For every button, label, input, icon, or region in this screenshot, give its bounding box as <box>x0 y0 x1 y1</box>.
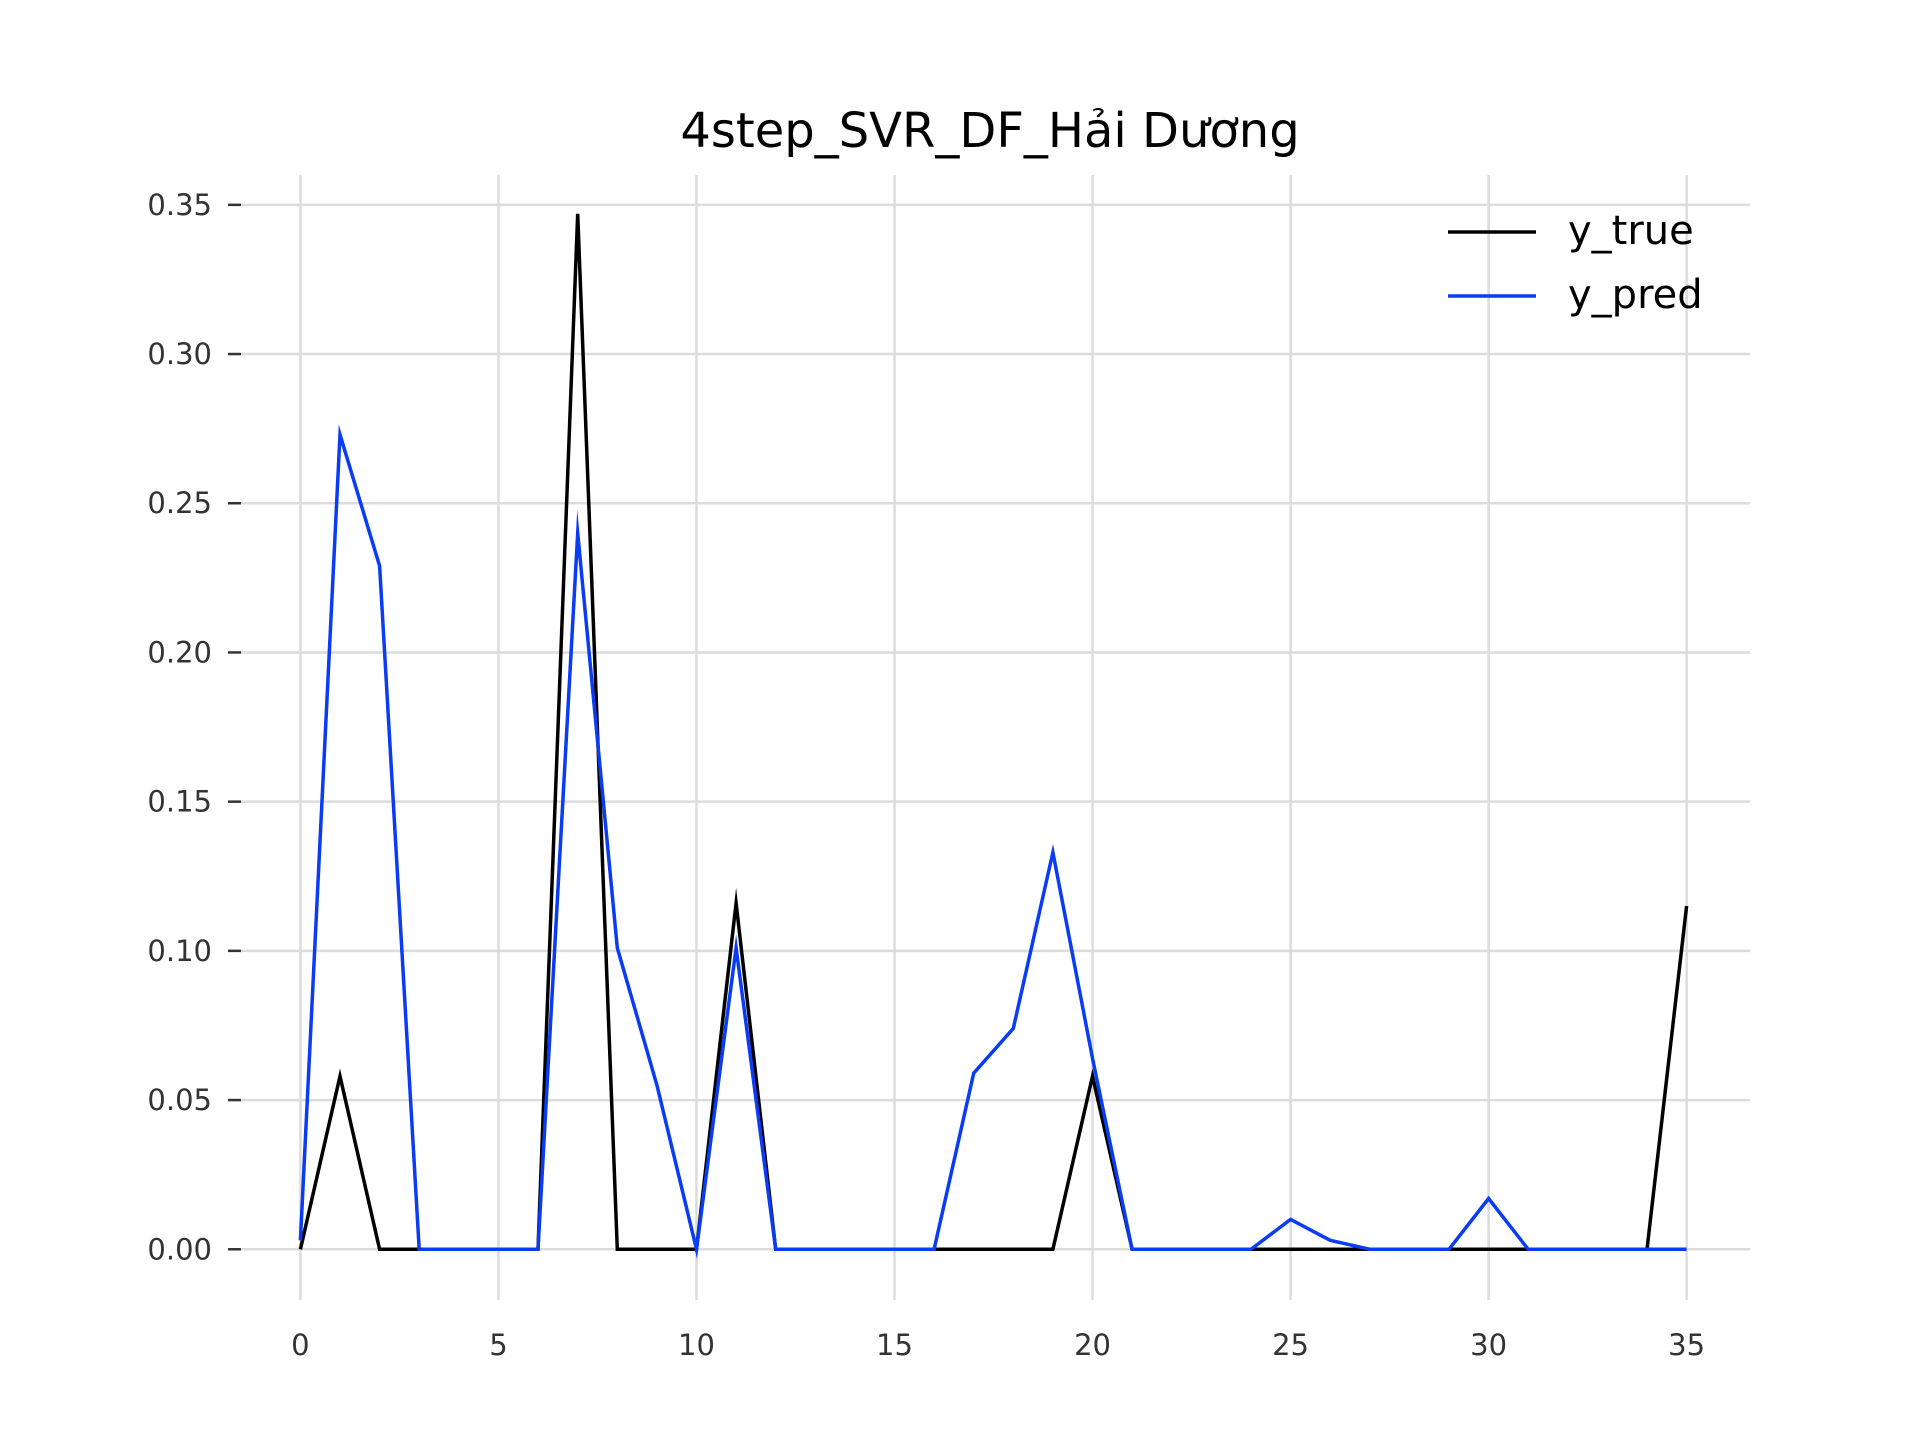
x-tick-label: 20 <box>1074 1328 1111 1362</box>
series-line-y-pred <box>298 424 1687 1259</box>
x-tick-label: 30 <box>1470 1328 1507 1362</box>
x-tick-label: 35 <box>1668 1328 1705 1362</box>
x-tick-label: 0 <box>291 1328 309 1362</box>
chart-title: 4step_SVR_DF_Hải Dương <box>680 103 1299 159</box>
series-line-y-true <box>298 213 1689 1252</box>
y-tick-label: 0.35 <box>147 188 212 222</box>
y-tick-label: 0.25 <box>147 486 212 520</box>
y-tick-label: 0.15 <box>147 785 212 819</box>
legend-label-y-true: y_true <box>1568 208 1694 254</box>
y-tick-label: 0.00 <box>147 1232 212 1266</box>
y-tick-label: 0.30 <box>147 337 212 371</box>
x-tick-label: 10 <box>678 1328 715 1362</box>
x-tick-label: 5 <box>489 1328 507 1362</box>
legend: y_true y_pred <box>1448 208 1703 318</box>
axes: 0 5 10 15 20 25 30 35 0.00 0.05 0.10 0.15 0.20 0.25 0.… <box>147 188 1705 1362</box>
y-tick-label: 0.10 <box>147 934 212 968</box>
y-tick-label: 0.20 <box>147 635 212 669</box>
x-tick-label: 15 <box>876 1328 913 1362</box>
grid <box>241 175 1750 1300</box>
x-tick-label: 25 <box>1272 1328 1309 1362</box>
y-tick-label: 0.05 <box>147 1083 212 1117</box>
series <box>298 213 1689 1259</box>
legend-label-y-pred: y_pred <box>1568 272 1703 318</box>
